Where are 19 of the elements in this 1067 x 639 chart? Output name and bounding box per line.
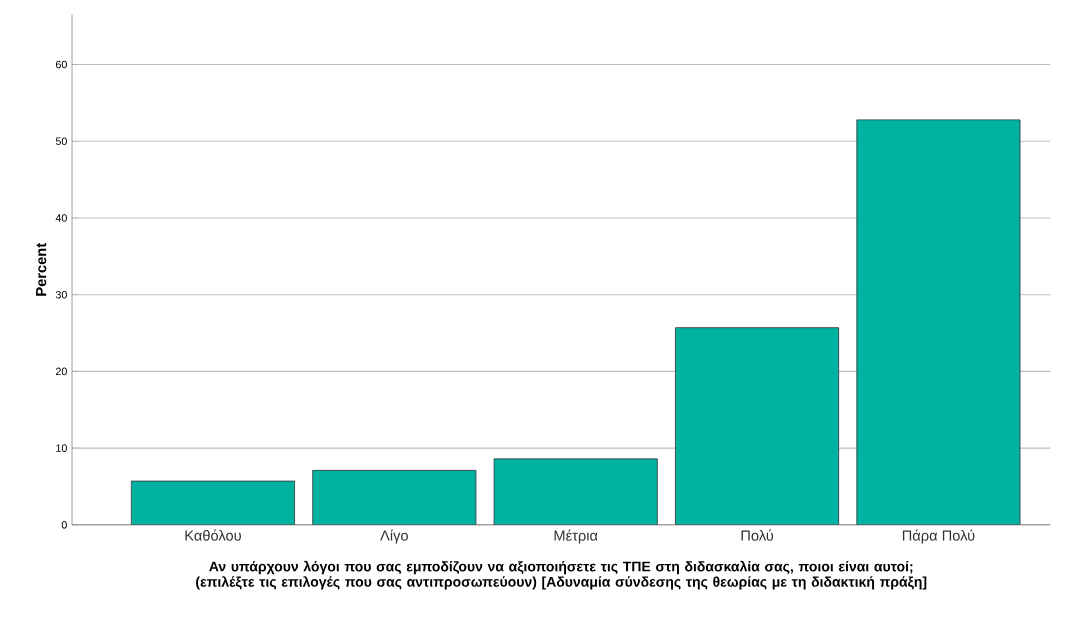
x-tick-label: Πολύ xyxy=(741,529,774,541)
x-tick-label: Μέτρια xyxy=(554,529,598,544)
y-axis-title: Percent xyxy=(36,243,47,296)
bar xyxy=(130,480,295,525)
bar xyxy=(312,470,477,525)
y-tick-label: 50 xyxy=(55,137,67,146)
y-tick-label: 10 xyxy=(56,444,67,452)
bar xyxy=(493,458,658,525)
x-tick-label: Λίγο xyxy=(380,529,408,544)
bar xyxy=(856,119,1021,525)
y-tick-label: 30 xyxy=(55,290,67,299)
x-tick-label: Πάρα Πολύ xyxy=(902,529,975,544)
x-tick-label: Καθόλου xyxy=(185,529,241,541)
y-tick-label: 0 xyxy=(61,521,67,529)
y-tick-label: 40 xyxy=(55,214,67,222)
bar xyxy=(675,327,840,525)
x-axis-title: Αν υπάρχουν λόγοι που σας εμποδίζουν να αξιοποιήσετε τις ΤΠΕ στη διδασκαλία σας, ποιοι είναι αυτοί; (επιλέξτε τις επιλογές που σας αντιπροσωπεύουν) [Αδυναμία σύνδεσης της θεωρίας με τη διδακτική πράξη] xyxy=(196,560,927,590)
y-tick-label: 60 xyxy=(55,60,67,69)
y-tick-label: 20 xyxy=(55,367,67,376)
